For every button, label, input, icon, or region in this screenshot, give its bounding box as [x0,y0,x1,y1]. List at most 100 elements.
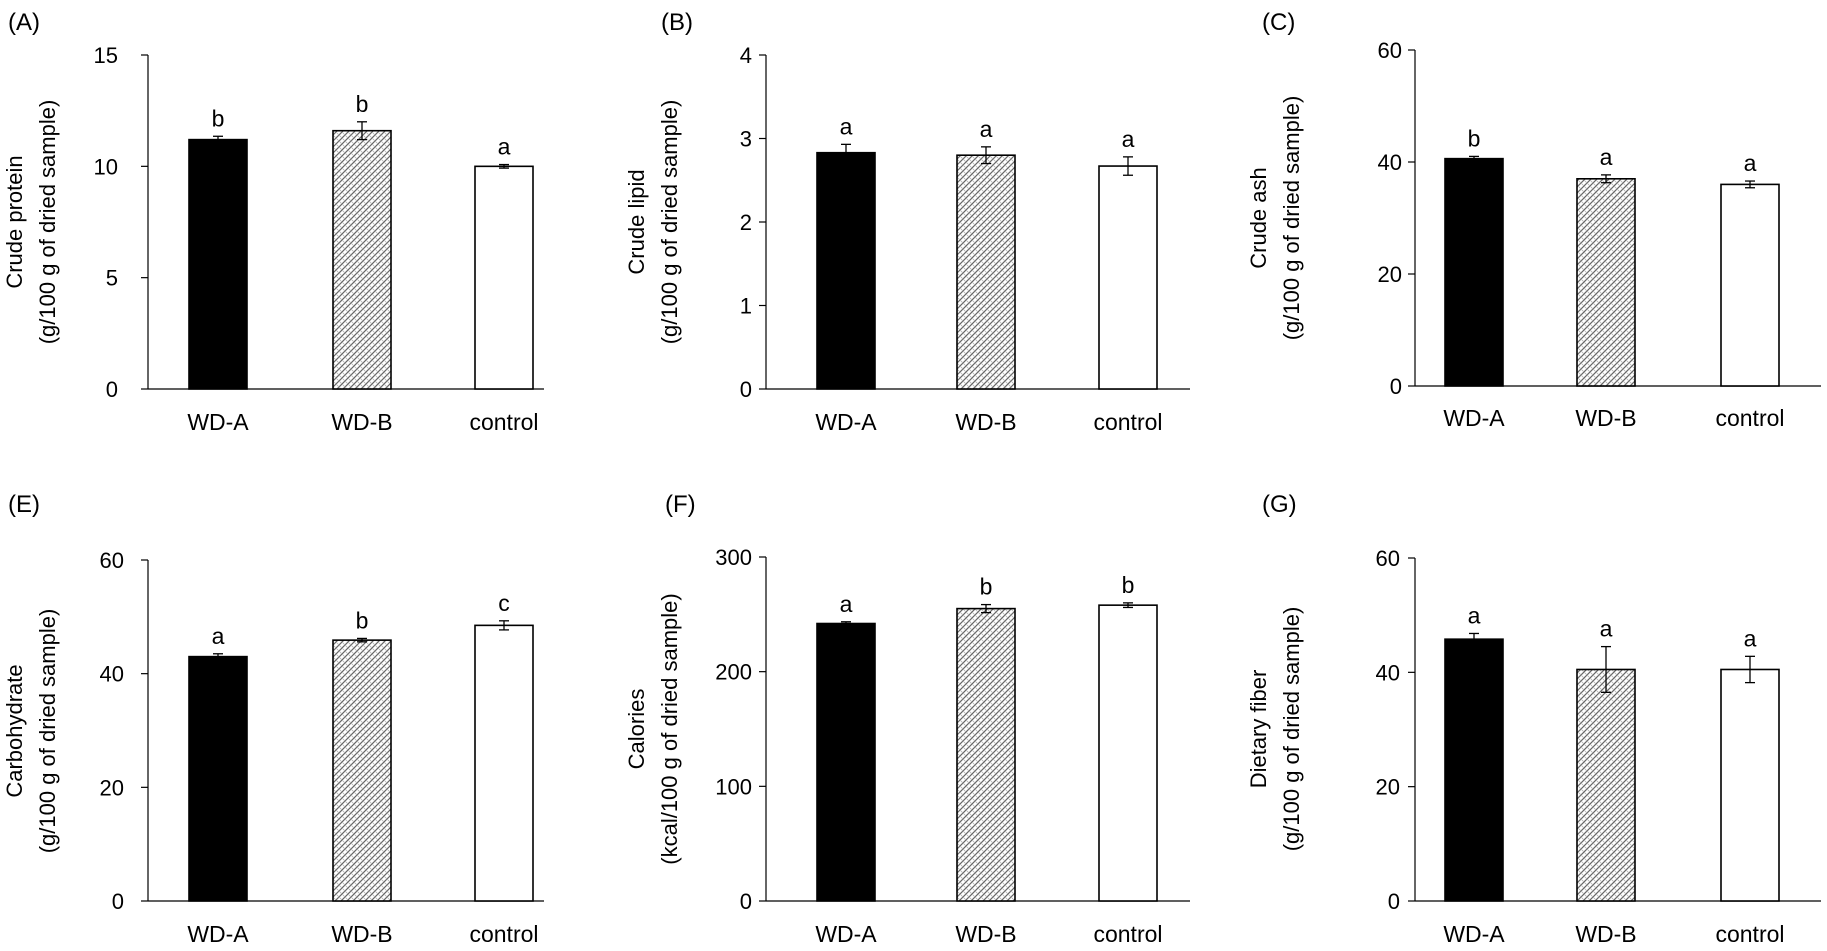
y-axis-label: Calories [624,689,649,770]
y-axis-label-unit: (g/100 g of dried sample) [35,609,60,854]
significance-letter: b [980,574,993,600]
y-axis-label-unit: (g/100 g of dried sample) [1279,607,1304,852]
x-tick-label: WD-B [331,921,392,947]
x-tick-label: WD-A [815,921,877,947]
significance-letter: b [356,607,369,633]
significance-letter: a [980,116,993,142]
chart-panel-1: (A) Crude protein (g/100 g of dried sample… [2,9,544,435]
y-axis-label: Crude ash [1246,167,1271,269]
y-tick-label: 20 [100,775,124,800]
bar-wd-a [816,151,876,390]
bar-wd-b [956,607,1016,902]
chart-panel-2: (B) Crude lipid (g/100 g of dried sample) 0… [624,9,1190,435]
y-axis-label-unit: (kcal/100 g of dried sample) [657,593,682,864]
y-tick-label: 0 [1388,889,1400,914]
bar-wd-a [1444,157,1504,387]
bar-wd-a [1444,638,1504,902]
significance-letter: a [1744,625,1757,651]
y-tick-label: 60 [1378,38,1402,63]
y-tick-label: 1 [740,294,752,319]
significance-letter: a [212,623,225,649]
chart-panel-4: (E) Carbohydrate (g/100 g of dried sample)… [2,491,544,947]
y-tick-label: 0 [1390,374,1402,399]
y-axis-label: Carbohydrate [2,664,27,797]
y-tick-label: 0 [106,377,118,402]
panel-label: (C) [1262,9,1295,36]
significance-letter: a [1122,126,1135,152]
x-tick-label: WD-B [331,409,392,435]
significance-letter: b [1468,125,1481,151]
significance-letter: c [498,590,510,616]
x-tick-label: WD-B [955,409,1016,435]
x-tick-label: WD-A [1443,921,1505,947]
y-axis-label-unit: (g/100 g of dried sample) [1279,96,1304,341]
y-axis-label-unit: (g/100 g of dried sample) [35,100,60,345]
y-tick-label: 0 [740,889,752,914]
significance-letter: a [498,134,511,160]
y-tick-label: 15 [94,43,118,68]
significance-letter: a [1600,616,1613,642]
y-tick-label: 0 [112,889,124,914]
y-tick-label: 10 [94,154,118,179]
y-tick-label: 300 [715,545,752,570]
x-tick-label: control [1715,405,1784,431]
y-tick-label: 20 [1378,262,1402,287]
bar-control [1720,668,1780,902]
x-tick-label: WD-A [815,409,877,435]
panel-label: (A) [8,9,40,36]
y-tick-label: 4 [740,43,752,68]
x-tick-label: WD-A [187,409,249,435]
x-tick-label: control [469,921,538,947]
y-axis-label: Crude lipid [624,169,649,274]
y-tick-label: 20 [1376,775,1400,800]
y-tick-label: 40 [1378,150,1402,175]
x-tick-label: WD-B [955,921,1016,947]
x-tick-label: control [1093,409,1162,435]
significance-letter: a [840,113,853,139]
significance-letter: b [212,105,225,131]
y-tick-label: 60 [1376,546,1400,571]
y-axis-label: Crude protein [2,155,27,288]
significance-letter: a [1600,144,1613,170]
x-tick-label: control [469,409,538,435]
significance-letter: b [356,91,369,117]
y-axis-label-unit: (g/100 g of dried sample) [657,100,682,345]
y-tick-label: 100 [715,774,752,799]
x-tick-label: WD-A [1443,405,1505,431]
bar-control [474,624,534,902]
y-tick-label: 200 [715,660,752,685]
bar-wd-b [956,154,1016,390]
x-tick-label: WD-A [187,921,249,947]
y-tick-label: 2 [740,210,752,235]
x-tick-label: WD-B [1575,921,1636,947]
panel-label: (B) [661,9,693,36]
significance-letter: b [1122,572,1135,598]
x-tick-label: control [1715,921,1784,947]
panel-label: (F) [665,491,696,518]
bar-control [1098,165,1158,390]
chart-panel-5: (F) Calories (kcal/100 g of dried sample) 0… [624,491,1190,947]
x-tick-label: WD-B [1575,405,1636,431]
chart-panel-6: (G) Dietary fiber (g/100 g of dried sample… [1246,491,1821,947]
bar-wd-a [188,655,248,902]
bar-wd-b [1576,668,1636,902]
significance-letter: a [1744,150,1757,176]
y-tick-label: 3 [740,127,752,152]
y-tick-label: 5 [106,266,118,291]
chart-panel-3: (C) Crude ash (g/100 g of dried sample) 0 20… [1246,9,1821,431]
bar-control [1098,604,1158,902]
y-axis-label: Dietary fiber [1246,670,1271,789]
bar-control [1720,183,1780,387]
significance-letter: a [840,591,853,617]
bar-wd-b [332,639,392,902]
y-tick-label: 40 [100,662,124,687]
x-tick-label: control [1093,921,1162,947]
panel-label: (G) [1262,491,1297,518]
bar-wd-b [332,129,392,390]
bar-control [474,165,534,390]
y-tick-label: 60 [100,548,124,573]
bar-wd-a [188,138,248,390]
y-tick-label: 0 [740,377,752,402]
significance-letter: a [1468,602,1481,628]
bar-wd-a [816,622,876,902]
